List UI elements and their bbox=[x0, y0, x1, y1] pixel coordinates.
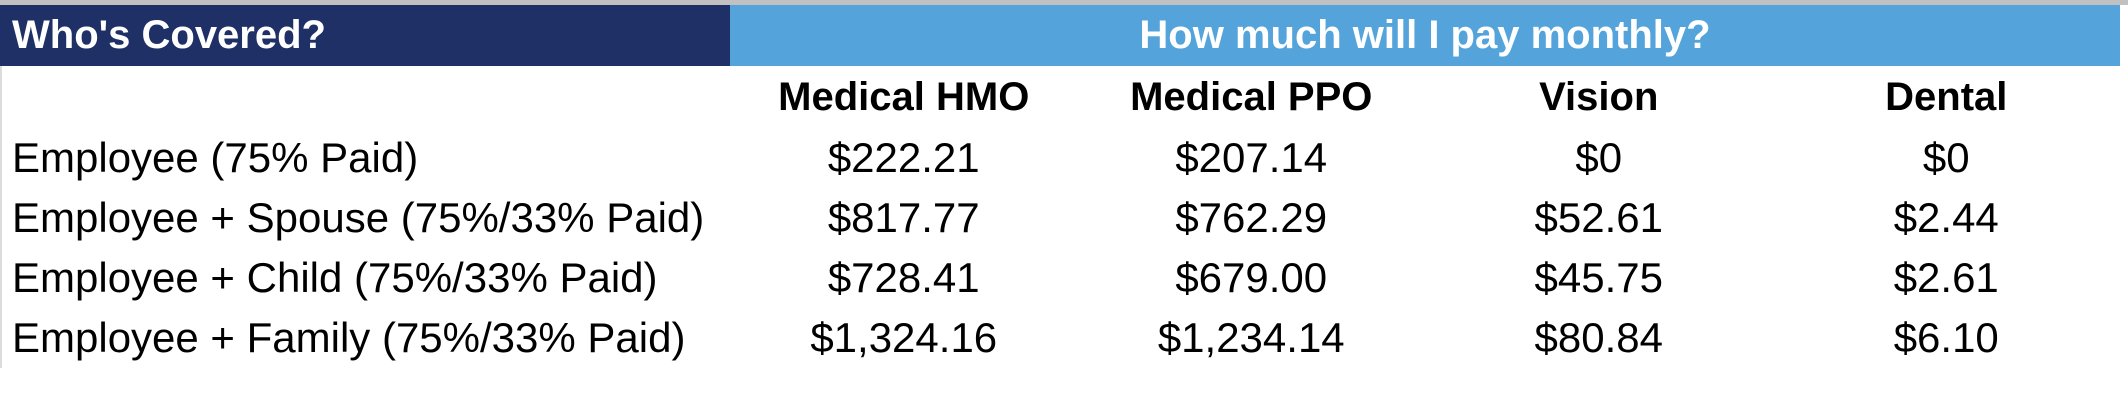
premium-cell: $222.21 bbox=[827, 134, 980, 181]
top-border-strip bbox=[0, 0, 2128, 5]
table-row: Employee + Child (75%/33% Paid) $728.41 … bbox=[0, 248, 2128, 308]
premium-cell: $0 bbox=[1922, 134, 1970, 181]
premium-cell: $45.75 bbox=[1534, 254, 1663, 301]
premium-cell: $52.61 bbox=[1534, 194, 1663, 241]
premium-cell: $1,234.14 bbox=[1157, 314, 1345, 361]
premium-cell: $6.10 bbox=[1893, 314, 1999, 361]
table-row: Employee (75% Paid) $222.21 $207.14 $0 $… bbox=[0, 128, 2128, 188]
column-header-dental: Dental bbox=[1885, 74, 2008, 119]
premium-cell: $80.84 bbox=[1534, 314, 1663, 361]
column-header-vision: Vision bbox=[1539, 74, 1659, 119]
premium-cell: $2.44 bbox=[1893, 194, 1999, 241]
table-banner-row: Who's Covered? How much will I pay month… bbox=[0, 5, 2128, 66]
whos-covered-header: Who's Covered? bbox=[0, 5, 730, 66]
table-body: Medical HMO Medical PPO Vision Dental Em… bbox=[0, 66, 2128, 368]
column-header-row: Medical HMO Medical PPO Vision Dental bbox=[0, 66, 2128, 128]
premium-cell: $679.00 bbox=[1175, 254, 1328, 301]
banner-right-spacer bbox=[2120, 5, 2128, 66]
row-label-employee-spouse: Employee + Spouse (75%/33% Paid) bbox=[12, 194, 705, 241]
row-label-employee-child: Employee + Child (75%/33% Paid) bbox=[12, 254, 658, 301]
premium-cell: $2.61 bbox=[1893, 254, 1999, 301]
column-header-medical-hmo: Medical HMO bbox=[778, 74, 1030, 119]
row-label-employee-family: Employee + Family (75%/33% Paid) bbox=[12, 314, 686, 361]
column-header-medical-ppo: Medical PPO bbox=[1130, 74, 1373, 119]
premium-cell: $728.41 bbox=[827, 254, 980, 301]
table-row: Employee + Family (75%/33% Paid) $1,324.… bbox=[0, 308, 2128, 368]
premium-cell: $817.77 bbox=[827, 194, 980, 241]
premium-cell: $0 bbox=[1575, 134, 1623, 181]
premium-cell: $762.29 bbox=[1175, 194, 1328, 241]
premium-cell: $1,324.16 bbox=[810, 314, 998, 361]
premium-cell: $207.14 bbox=[1175, 134, 1328, 181]
row-label-employee: Employee (75% Paid) bbox=[12, 134, 419, 181]
table-row: Employee + Spouse (75%/33% Paid) $817.77… bbox=[0, 188, 2128, 248]
monthly-pay-header: How much will I pay monthly? bbox=[730, 5, 2120, 66]
